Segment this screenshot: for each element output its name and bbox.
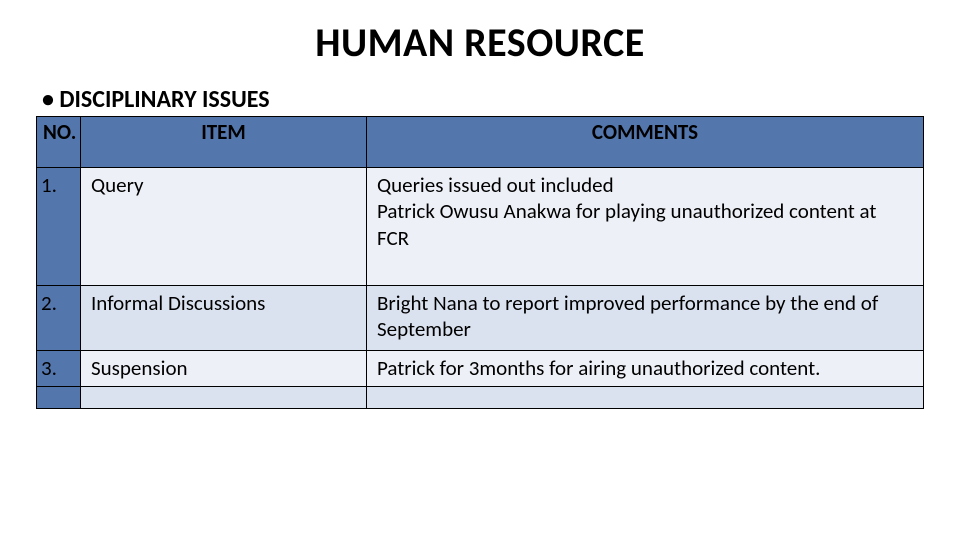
cell-item: Informal Discussions [81,285,367,351]
page-title: HUMAN RESOURCE [36,18,924,67]
cell-item [81,386,367,408]
cell-comment: Bright Nana to report improved performan… [367,285,924,351]
cell-no [37,386,81,408]
slide: HUMAN RESOURCE DISCIPLINARY ISSUES NO. I… [0,0,960,540]
section-subtitle: DISCIPLINARY ISSUES [36,85,924,114]
cell-no: 3. [37,351,81,386]
table-row-empty [37,386,924,408]
cell-comment: Patrick for 3months for airing unauthori… [367,351,924,386]
disciplinary-table: NO. ITEM COMMENTS 1. Query Queries issue… [36,116,924,409]
col-header-comments: COMMENTS [367,117,924,168]
cell-item: Query [81,168,367,286]
table-header-row: NO. ITEM COMMENTS [37,117,924,168]
cell-item: Suspension [81,351,367,386]
table-row: 3. Suspension Patrick for 3months for ai… [37,351,924,386]
table-row: 2. Informal Discussions Bright Nana to r… [37,285,924,351]
cell-no: 1. [37,168,81,286]
table-row: 1. Query Queries issued out includedPatr… [37,168,924,286]
cell-comment [367,386,924,408]
cell-no: 2. [37,285,81,351]
cell-comment: Queries issued out includedPatrick Owusu… [367,168,924,286]
col-header-no: NO. [37,117,81,168]
col-header-item: ITEM [81,117,367,168]
